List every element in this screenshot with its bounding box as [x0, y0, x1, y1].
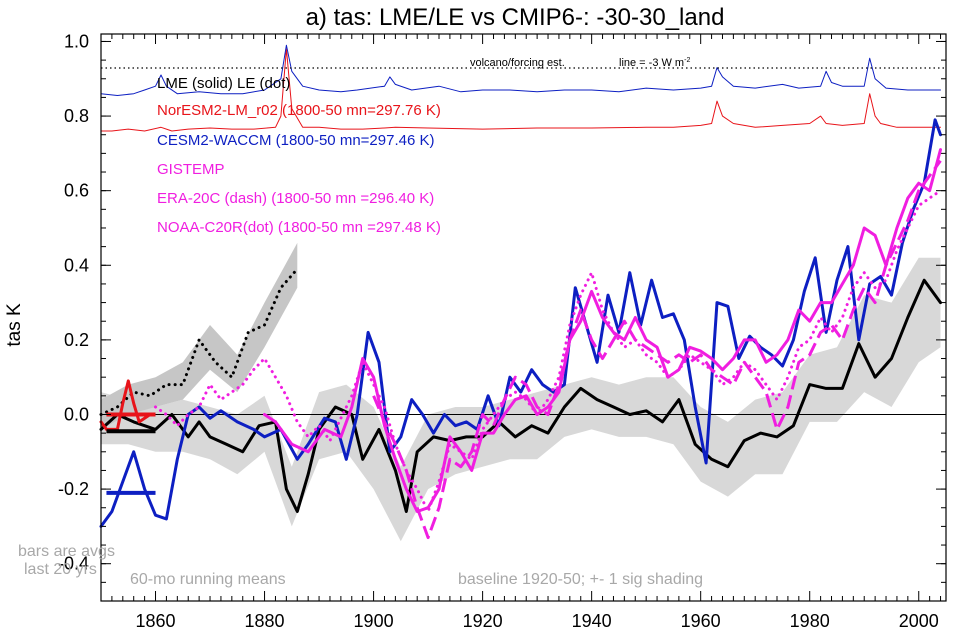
y-tick-label: 0.8 [64, 106, 89, 126]
shade-le-1-sig [101, 242, 298, 430]
bars-layer [106, 412, 156, 495]
bars-note-line2: last 20 yrs [24, 561, 97, 578]
x-tick-label: 1920 [463, 611, 503, 631]
shade-lme-1-sig [101, 257, 941, 542]
legend-entry-lme-le: LME (solid) LE (dot) [157, 75, 290, 92]
x-tick-label: 1900 [354, 611, 394, 631]
series-layer [99, 118, 942, 540]
uncertainty-shading-layer [101, 242, 941, 542]
y-tick-label: 1.0 [64, 31, 89, 51]
running-means-note: 60-mo running means [130, 571, 286, 588]
baseline-note: baseline 1920-50; +- 1 sig shading [458, 571, 703, 588]
legend-entry-cesm2: CESM2-WACCM (1800-50 mn=297.46 K) [157, 132, 434, 149]
y-tick-label: 0.6 [64, 181, 89, 201]
x-tick-label: 1880 [245, 611, 285, 631]
x-tick-label: 1980 [790, 611, 830, 631]
axis-frame: -0.4 -0.2 0.0 0.2 0.4 0.6 0.8 1.0 1860 1880 1900 19… [58, 31, 947, 631]
chart-title: a) tas: LME/LE vs CMIP6-: -30-30_land [306, 4, 725, 31]
y-tick-label: -0.4 [58, 554, 89, 574]
legend-entry-noaa-c20r: NOAA-C20R(dot) (1800-50 mn =297.48 K) [157, 219, 441, 236]
series-forcing-noresm2 [100, 48, 941, 132]
legend-entry-era20c: ERA-20C (dash) (1800-50 mn =296.40 K) [157, 190, 434, 207]
x-tick-label: 1940 [572, 611, 612, 631]
series-cesm2-waccm [99, 118, 942, 528]
series-noaa-c20r [154, 189, 942, 513]
y-tick-label: -0.2 [58, 479, 89, 499]
x-tick-label: 1960 [681, 611, 721, 631]
y-tick-label: 0.0 [64, 404, 89, 424]
series-forcing-cesm2 [100, 44, 941, 96]
forcing-line-annotation: line = -3 W m-2 [619, 57, 690, 69]
forcing-layer [100, 44, 946, 132]
bars-note-line1: bars are avgs [18, 543, 115, 560]
series-era-20c [372, 159, 942, 540]
series-le [99, 267, 299, 416]
legend-entry-gistemp: GISTEMP [157, 161, 225, 178]
y-axis-label: tas K [4, 303, 25, 347]
volcano-annotation: volcano/forcing est. [470, 57, 565, 69]
y-tick-label: 0.4 [64, 255, 89, 275]
legend-entry-noresm2: NorESM2-LM_r02 (1800-50 mn=297.76 K) [157, 102, 441, 119]
x-tick-label: 2000 [899, 611, 939, 631]
x-tick-label: 1860 [135, 611, 175, 631]
plot-frame [100, 33, 947, 602]
y-tick-label: 0.2 [64, 330, 89, 350]
